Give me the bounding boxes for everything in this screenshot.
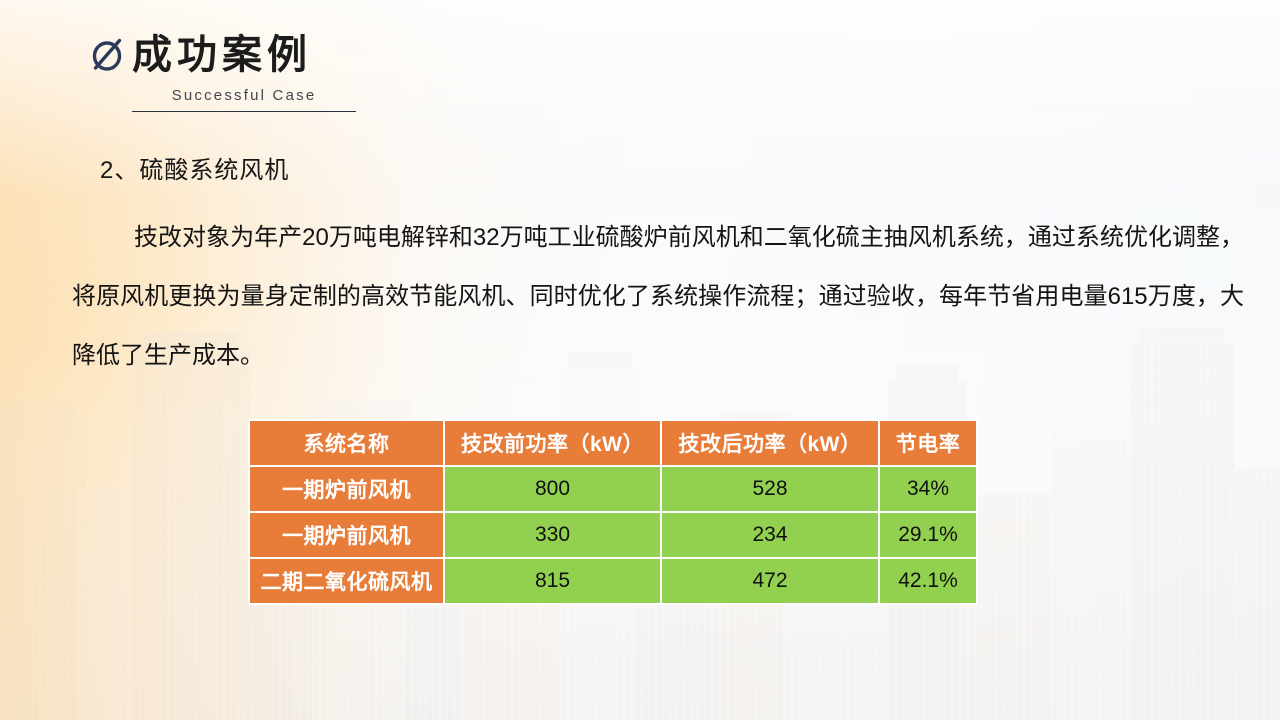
cell-power-after: 234 xyxy=(660,511,880,559)
cell-power-after: 528 xyxy=(660,465,880,513)
body-paragraph: 技改对象为年产20万吨电解锌和32万吨工业硫酸炉前风机和二氧化硫主抽风机系统，通… xyxy=(72,208,1244,385)
cell-saving-rate: 34% xyxy=(878,465,978,513)
table-row: 二期二氧化硫风机 815 472 42.1% xyxy=(248,557,978,605)
table-row: 一期炉前风机 330 234 29.1% xyxy=(248,511,978,559)
section-heading: 2、硫酸系统风机 xyxy=(100,157,290,184)
col-header-saving-rate: 节电率 xyxy=(878,419,978,467)
page-title: 成功案例 xyxy=(132,33,312,77)
col-header-power-before: 技改前功率（kW） xyxy=(443,419,662,467)
title-row: 成功案例 xyxy=(88,34,356,76)
results-table: 系统名称 技改前功率（kW） 技改后功率（kW） 节电率 一期炉前风机 800 … xyxy=(248,419,978,605)
col-header-system-name: 系统名称 xyxy=(248,419,445,467)
table-header-row: 系统名称 技改前功率（kW） 技改后功率（kW） 节电率 xyxy=(248,419,978,467)
cell-power-before: 800 xyxy=(443,465,662,513)
slide-header: 成功案例 Successful Case xyxy=(88,34,356,112)
cell-system-name: 一期炉前风机 xyxy=(248,465,445,513)
cell-system-name: 二期二氧化硫风机 xyxy=(248,557,445,605)
cell-system-name: 一期炉前风机 xyxy=(248,511,445,559)
table-row: 一期炉前风机 800 528 34% xyxy=(248,465,978,513)
subtitle-block: Successful Case xyxy=(132,87,356,112)
slashed-circle-icon xyxy=(92,38,122,71)
col-header-power-after: 技改后功率（kW） xyxy=(660,419,880,467)
cell-power-before: 330 xyxy=(443,511,662,559)
cell-power-before: 815 xyxy=(443,557,662,605)
cell-power-after: 472 xyxy=(660,557,880,605)
page-subtitle: Successful Case xyxy=(171,87,317,104)
results-table-wrapper: 系统名称 技改前功率（kW） 技改后功率（kW） 节电率 一期炉前风机 800 … xyxy=(248,419,978,605)
paragraph-text: 技改对象为年产20万吨电解锌和32万吨工业硫酸炉前风机和二氧化硫主抽风机系统，通… xyxy=(72,224,1244,369)
subtitle-divider xyxy=(132,111,356,112)
cell-saving-rate: 42.1% xyxy=(878,557,978,605)
cell-saving-rate: 29.1% xyxy=(878,511,978,559)
